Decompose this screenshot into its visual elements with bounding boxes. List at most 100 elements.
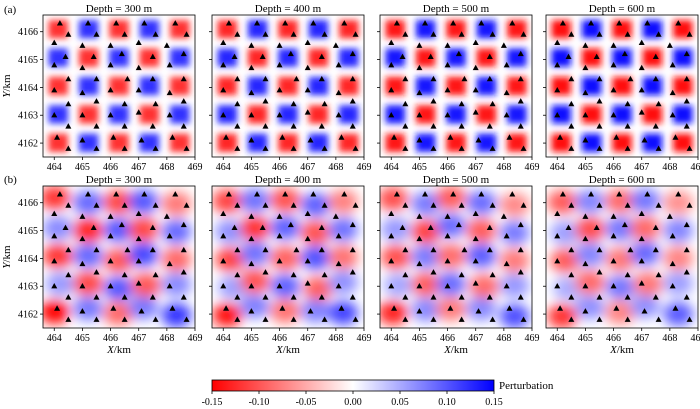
station-marker (79, 283, 86, 289)
station-marker (172, 191, 179, 197)
station-marker (304, 280, 311, 286)
checker-cell (78, 20, 99, 39)
recovered-anomaly (43, 244, 73, 269)
station-marker (287, 221, 294, 228)
station-marker (149, 123, 156, 129)
station-marker (220, 112, 227, 118)
station-marker (290, 31, 297, 37)
station-marker (79, 89, 86, 96)
station-marker (234, 123, 241, 129)
recovered-anomaly (630, 216, 661, 241)
station-marker (624, 31, 631, 37)
perturbation-field (43, 15, 195, 157)
x-tick-label: 465 (75, 162, 90, 173)
station-marker (517, 75, 524, 82)
station-marker (388, 257, 395, 264)
station-marker (472, 235, 479, 242)
stations (51, 191, 190, 322)
station-marker (444, 232, 451, 239)
panel-frame (545, 185, 699, 329)
checker-cell (308, 76, 329, 96)
station-marker (166, 89, 173, 96)
station-marker (93, 145, 100, 151)
station-marker (51, 86, 58, 93)
checker-cell (78, 105, 99, 124)
station-marker (672, 134, 679, 140)
station-marker (234, 31, 241, 37)
station-marker (596, 269, 603, 275)
station-marker (402, 145, 409, 151)
station-marker (121, 100, 128, 107)
x-tick-label: 466 (103, 333, 118, 344)
station-marker (621, 50, 628, 57)
station-marker (641, 308, 648, 314)
station-marker (517, 246, 524, 253)
station-marker (503, 89, 510, 96)
checker-cell (385, 133, 405, 152)
station-marker (121, 123, 128, 129)
recovered-anomaly (270, 246, 301, 271)
station-marker (349, 246, 356, 253)
station-marker (427, 224, 434, 230)
station-marker (248, 64, 255, 71)
panel-title: Depth = 600 m (589, 174, 656, 186)
station-marker (486, 224, 493, 230)
station-marker (593, 224, 600, 230)
row-label-b: (b) (4, 174, 17, 186)
perturbation-field (43, 186, 195, 328)
station-marker (259, 224, 266, 230)
station-marker (107, 86, 114, 93)
station-marker (402, 316, 409, 322)
station-marker (248, 235, 255, 242)
station-marker (276, 86, 283, 93)
recovered-anomaly (499, 273, 530, 298)
checker-cell (551, 105, 571, 124)
station-marker (461, 75, 468, 82)
station-marker (554, 257, 561, 264)
recovered-anomaly (270, 299, 301, 324)
station-marker (332, 213, 339, 219)
station-marker (627, 75, 634, 82)
station-marker (113, 191, 120, 197)
station-marker (402, 271, 409, 278)
station-marker (430, 75, 437, 82)
station-marker (641, 137, 648, 143)
checker-cell (415, 105, 436, 124)
station-marker (335, 232, 342, 239)
station-marker (652, 123, 659, 129)
station-marker (135, 109, 142, 115)
station-marker (582, 308, 589, 314)
station-marker (318, 53, 325, 59)
station-marker (610, 213, 617, 219)
x-axis-label: X/km (443, 344, 468, 356)
recovered-anomaly (435, 244, 466, 269)
station-marker (248, 260, 255, 267)
checker-cell (476, 105, 497, 124)
recovered-anomaly (630, 241, 661, 266)
recovered-anomaly (73, 271, 104, 296)
station-marker (430, 98, 437, 104)
colorbar-label: Perturbation (499, 380, 554, 392)
station-marker (568, 294, 575, 300)
station-marker (276, 232, 283, 239)
checker-cell (247, 20, 268, 39)
station-marker (644, 191, 651, 197)
station-marker (135, 39, 142, 46)
station-marker (610, 257, 617, 264)
station-marker (318, 224, 325, 230)
checker-cell (139, 76, 160, 96)
station-marker (489, 145, 496, 151)
checker-cell (247, 76, 268, 96)
station-marker (307, 308, 314, 314)
recovered-anomaly (103, 276, 134, 301)
station-marker (276, 112, 283, 118)
station-marker (262, 31, 269, 37)
station-marker (318, 294, 325, 300)
station-marker (416, 235, 423, 242)
checker-cell (673, 76, 693, 96)
station-marker (399, 224, 406, 230)
y-tick-label: 4163 (18, 111, 38, 122)
station-marker (683, 98, 690, 104)
station-marker (475, 308, 482, 314)
stations (388, 20, 527, 151)
